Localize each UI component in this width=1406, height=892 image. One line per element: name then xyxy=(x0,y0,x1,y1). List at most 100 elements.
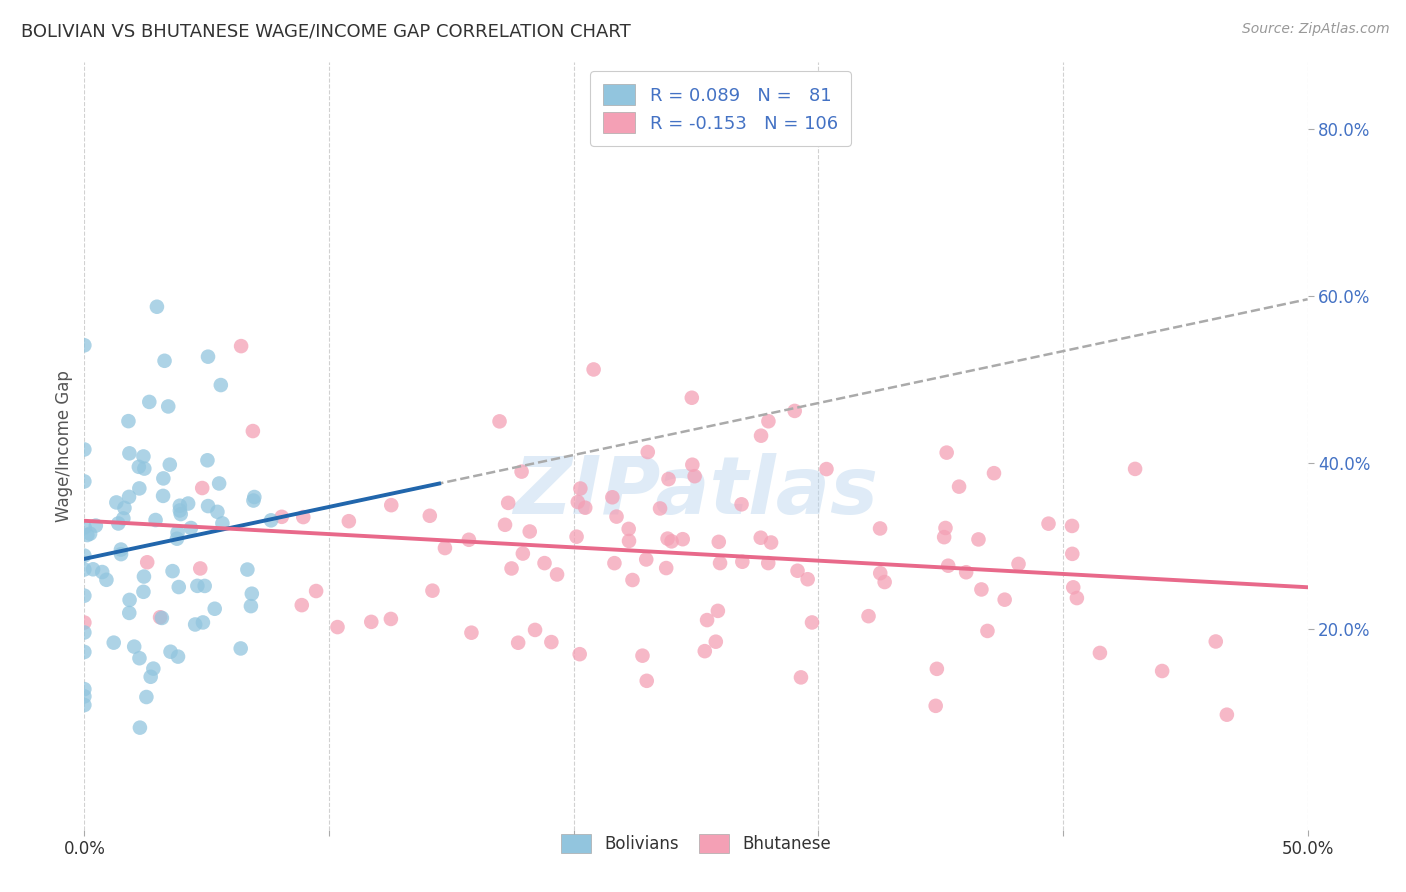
Point xyxy=(197,499,219,513)
Point xyxy=(873,575,896,590)
Point xyxy=(681,458,703,472)
Point xyxy=(169,499,191,513)
Point xyxy=(136,555,159,569)
Point xyxy=(170,507,193,521)
Point xyxy=(149,610,172,624)
Point xyxy=(796,572,818,586)
Point xyxy=(533,556,555,570)
Point xyxy=(207,505,229,519)
Point xyxy=(569,482,592,496)
Point xyxy=(603,556,626,570)
Point xyxy=(128,459,150,474)
Point xyxy=(925,698,948,713)
Point xyxy=(1062,580,1084,594)
Point xyxy=(631,648,654,663)
Point xyxy=(209,378,232,392)
Point xyxy=(683,469,706,483)
Point xyxy=(546,567,568,582)
Point xyxy=(1123,462,1146,476)
Point xyxy=(270,509,292,524)
Y-axis label: Wage/Income Gap: Wage/Income Gap xyxy=(55,370,73,522)
Point xyxy=(648,501,671,516)
Point xyxy=(524,623,547,637)
Point xyxy=(159,458,181,472)
Point xyxy=(169,503,191,517)
Point xyxy=(994,592,1017,607)
Point xyxy=(166,532,188,546)
Point xyxy=(118,606,141,620)
Point xyxy=(186,579,208,593)
Point xyxy=(211,516,233,531)
Point xyxy=(636,673,658,688)
Point xyxy=(146,300,169,314)
Point xyxy=(568,647,591,661)
Point xyxy=(1060,519,1083,533)
Point xyxy=(422,583,444,598)
Point xyxy=(617,522,640,536)
Point xyxy=(501,561,523,575)
Point xyxy=(519,524,541,539)
Point xyxy=(696,613,718,627)
Point xyxy=(983,466,1005,480)
Text: ZIPatlas: ZIPatlas xyxy=(513,453,879,531)
Point xyxy=(150,611,173,625)
Point xyxy=(731,555,754,569)
Point xyxy=(1066,591,1088,605)
Point xyxy=(1152,664,1174,678)
Point xyxy=(135,690,157,704)
Point xyxy=(229,339,252,353)
Point xyxy=(118,593,141,607)
Text: BOLIVIAN VS BHUTANESE WAGE/INCOME GAP CORRELATION CHART: BOLIVIAN VS BHUTANESE WAGE/INCOME GAP CO… xyxy=(21,22,631,40)
Point xyxy=(730,497,752,511)
Point xyxy=(756,556,779,570)
Point xyxy=(132,584,155,599)
Point xyxy=(73,338,96,352)
Point xyxy=(1205,634,1227,648)
Point xyxy=(935,445,957,459)
Point xyxy=(955,566,977,580)
Point xyxy=(693,644,716,658)
Point xyxy=(707,604,730,618)
Point xyxy=(73,615,96,630)
Point xyxy=(142,662,165,676)
Point xyxy=(925,662,948,676)
Point xyxy=(457,533,479,547)
Point xyxy=(565,530,588,544)
Point xyxy=(540,635,562,649)
Point xyxy=(801,615,824,630)
Point xyxy=(759,535,782,549)
Point xyxy=(73,520,96,534)
Point xyxy=(194,579,217,593)
Point xyxy=(236,563,259,577)
Point xyxy=(672,532,695,546)
Point xyxy=(758,414,780,428)
Point xyxy=(790,670,813,684)
Point xyxy=(73,625,96,640)
Point xyxy=(936,558,959,573)
Point xyxy=(204,601,226,615)
Point xyxy=(1088,646,1111,660)
Point xyxy=(191,615,214,630)
Point xyxy=(103,635,125,649)
Point xyxy=(291,598,314,612)
Point xyxy=(749,531,772,545)
Point xyxy=(96,573,118,587)
Point xyxy=(197,350,219,364)
Point xyxy=(128,651,150,665)
Point xyxy=(167,580,190,594)
Point xyxy=(292,510,315,524)
Point xyxy=(84,518,107,533)
Point xyxy=(508,636,530,650)
Point xyxy=(180,521,202,535)
Legend: Bolivians, Bhutanese: Bolivians, Bhutanese xyxy=(551,824,841,863)
Point xyxy=(138,395,160,409)
Point xyxy=(496,496,519,510)
Point xyxy=(73,645,96,659)
Point xyxy=(815,462,838,476)
Point xyxy=(73,698,96,712)
Point xyxy=(419,508,441,523)
Text: Source: ZipAtlas.com: Source: ZipAtlas.com xyxy=(1241,22,1389,37)
Point xyxy=(783,404,806,418)
Point xyxy=(494,517,516,532)
Point xyxy=(177,497,200,511)
